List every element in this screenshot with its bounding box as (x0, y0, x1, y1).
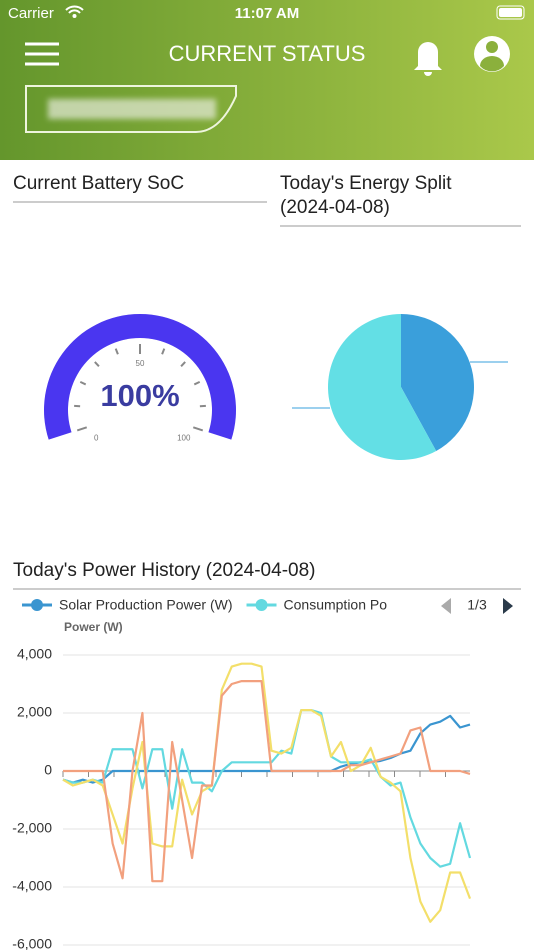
gauge-minor-tick (94, 361, 100, 367)
gauge-minor-tick (76, 426, 88, 432)
gauge-minor-tick (161, 348, 166, 355)
legend-swatch (255, 599, 268, 611)
series-line (62, 714, 471, 784)
gauge-tick-label: 100 (177, 433, 191, 442)
legend-label: Solar Production Power (W) (59, 597, 233, 613)
y-tick-label: -2,000 (12, 820, 52, 836)
gauge-value (44, 314, 237, 440)
y-tick-label: 0 (44, 762, 52, 778)
header-title: CURRENT STATUS (169, 41, 366, 66)
legend-label: Consumption Po (284, 597, 388, 613)
blurred-site-name (48, 99, 216, 119)
header-bg (0, 0, 534, 160)
series-line (62, 709, 472, 868)
legend-next[interactable] (503, 598, 513, 614)
energy-split-title: Today's Energy Split (2024-04-08) (280, 173, 452, 218)
menu-button[interactable] (25, 42, 59, 66)
y-tick-label: 2,000 (17, 704, 52, 720)
battery-icon (496, 5, 525, 20)
battery-level (499, 8, 522, 17)
site-selector[interactable] (25, 85, 237, 133)
pie-slice (401, 314, 475, 451)
y-tick-label: 4,000 (17, 646, 52, 662)
legend-prev[interactable] (441, 598, 451, 614)
power-history-title: Today's Power History (2024-04-08) (13, 560, 316, 581)
gauge-minor-tick (193, 380, 201, 386)
gauge-tick-label: 0 (94, 433, 99, 442)
battery-title: Current Battery SoC (13, 173, 185, 194)
pie-slice (328, 314, 437, 460)
series-line (63, 680, 471, 883)
profile-button[interactable] (474, 36, 510, 72)
gauge-minor-tick (114, 348, 119, 355)
y-tick-label: -6,000 (12, 936, 52, 950)
notification-button[interactable] (414, 42, 442, 76)
wifi-icon (65, 5, 84, 14)
series-line (62, 662, 472, 923)
wifi-dot (72, 14, 77, 18)
gauge-value-label: 100% (100, 378, 179, 413)
gauge-minor-tick (192, 426, 204, 432)
gauge-minor-tick (180, 361, 186, 367)
carrier: Carrier (8, 5, 54, 22)
legend-page: 1/3 (467, 597, 487, 613)
clock: 11:07 AM (235, 5, 299, 22)
legend-swatch (31, 599, 43, 611)
gauge-tick-label: 50 (136, 359, 145, 368)
y-axis-title: Power (W) (64, 620, 123, 634)
y-tick-label: -4,000 (12, 878, 52, 894)
gauge-minor-tick (79, 380, 87, 386)
